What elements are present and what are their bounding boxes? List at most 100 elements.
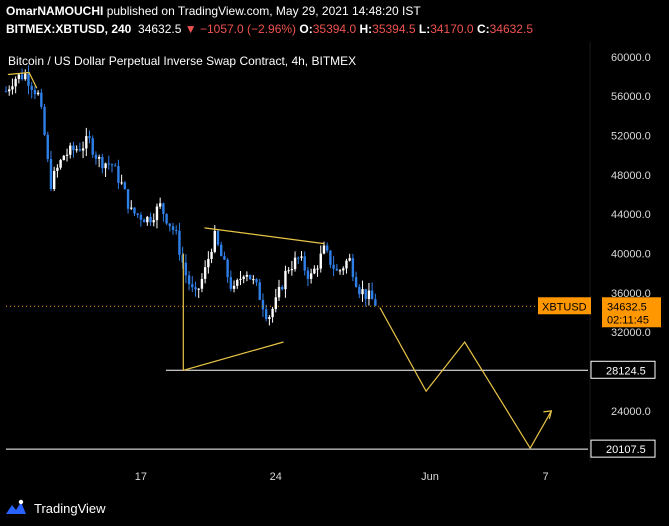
candle-body — [27, 73, 30, 86]
candle-body — [316, 268, 319, 270]
candle-body — [374, 299, 377, 306]
candle-body — [81, 148, 85, 151]
tradingview-footer[interactable]: TradingView — [4, 496, 106, 520]
candle-body — [345, 260, 348, 269]
last-price-countdown: 02:11:45 — [607, 314, 649, 326]
candle-body — [117, 166, 120, 183]
symbol-label: BITMEX:XBTUSD, 240 — [6, 22, 132, 36]
candle-body — [187, 275, 191, 285]
candle-body — [69, 145, 72, 155]
candle-body — [33, 89, 37, 95]
projection-arrowhead[interactable] — [543, 410, 553, 419]
symbol-badge[interactable] — [538, 297, 591, 315]
y-tick-label[interactable]: 40000.0 — [611, 248, 651, 260]
candle-body — [178, 230, 181, 255]
y-tick-label[interactable]: 48000.0 — [611, 170, 651, 182]
last-price-tag[interactable] — [602, 297, 661, 328]
candle-body — [168, 223, 172, 227]
candle-body — [297, 257, 300, 259]
candle-body — [155, 206, 159, 221]
y-axis[interactable]: 24000.028000.032000.036000.040000.044000… — [590, 52, 661, 458]
candle-body — [17, 74, 21, 79]
last-price-tag-value: 34632.5 — [607, 301, 647, 313]
level-label-box[interactable] — [590, 439, 656, 458]
candle-body — [300, 256, 303, 258]
change-value: ▼ −1057.0 (−2.96%) — [184, 22, 297, 36]
candle-body — [226, 259, 229, 278]
candle-body — [203, 267, 207, 279]
candle-body — [335, 268, 339, 271]
tradingview-brand: TradingView — [34, 500, 106, 516]
candle-body — [370, 290, 374, 300]
candle-body — [342, 268, 345, 271]
candle-body — [146, 216, 149, 223]
candle-body — [191, 284, 194, 288]
candle-body — [255, 279, 258, 283]
candle-body — [123, 182, 127, 190]
candle-body — [142, 219, 146, 223]
candle-body — [245, 274, 249, 277]
x-tick-label[interactable]: 7 — [543, 471, 549, 483]
candle-body — [242, 276, 245, 279]
candle-body — [11, 86, 14, 90]
x-tick-label[interactable]: 17 — [135, 471, 147, 483]
candle-body — [258, 282, 261, 300]
candle-body — [130, 207, 133, 209]
candle-body — [136, 213, 139, 215]
candle-body — [248, 274, 252, 280]
y-tick-label[interactable]: 32000.0 — [611, 327, 651, 339]
candle-body — [20, 74, 24, 80]
high-label: H: — [359, 22, 373, 36]
projection-path[interactable] — [379, 307, 552, 450]
header-line-1: OmarNAMOUCHI published on TradingView.co… — [6, 4, 421, 18]
candle-body — [268, 317, 271, 319]
open-label: O: — [299, 22, 313, 36]
candle-body — [354, 277, 358, 287]
candle-body — [97, 157, 101, 159]
candle-body — [207, 258, 210, 268]
candle-body — [4, 91, 8, 93]
candle-body — [348, 258, 351, 261]
candle-body — [287, 270, 290, 272]
candle-body — [197, 288, 200, 290]
level-label: 28124.5 — [606, 365, 646, 377]
level-label-box[interactable] — [590, 360, 656, 379]
candle-body — [162, 203, 165, 214]
candle-body — [30, 85, 33, 90]
header-line-2: BITMEX:XBTUSD, 240 34632.5 ▼ −1057.0 (−2… — [6, 22, 533, 36]
candle-body — [43, 106, 46, 135]
x-tick-label[interactable]: 24 — [270, 471, 282, 483]
candle-body — [65, 154, 69, 156]
candle-body — [101, 157, 104, 169]
y-tick-label[interactable]: 24000.0 — [611, 406, 651, 418]
candle-body — [332, 264, 335, 269]
candle-body — [85, 136, 88, 149]
author-name[interactable]: OmarNAMOUCHI — [6, 4, 104, 18]
y-tick-label[interactable]: 60000.0 — [611, 52, 651, 64]
candle-body — [313, 268, 316, 274]
y-tick-label[interactable]: 44000.0 — [611, 209, 651, 221]
y-tick-label[interactable]: 56000.0 — [611, 91, 651, 103]
candle-body — [171, 226, 175, 231]
candle-body — [277, 286, 281, 298]
candle-body — [194, 287, 197, 290]
candle-body — [8, 89, 11, 92]
horizontal-levels[interactable]: XBTUSD — [6, 297, 591, 450]
candle-body — [281, 286, 284, 290]
triangle-top-line[interactable] — [204, 227, 325, 245]
x-tick-label[interactable]: Jun — [421, 471, 439, 483]
candle-body — [59, 160, 62, 168]
y-tick-label[interactable]: 36000.0 — [611, 288, 651, 300]
x-axis[interactable]: 17 24 Jun 7 — [135, 471, 549, 483]
candle-body — [104, 163, 107, 169]
candle-body — [351, 258, 355, 278]
low-label: L: — [418, 22, 431, 36]
candle-body — [364, 289, 367, 299]
triangle-left-line[interactable] — [182, 253, 284, 372]
drawings[interactable] — [7, 71, 553, 450]
start-triangle[interactable] — [7, 71, 38, 89]
candle-body — [236, 280, 239, 286]
y-tick-label[interactable]: 52000.0 — [611, 130, 651, 142]
symbol-badge-label: XBTUSD — [542, 301, 587, 313]
